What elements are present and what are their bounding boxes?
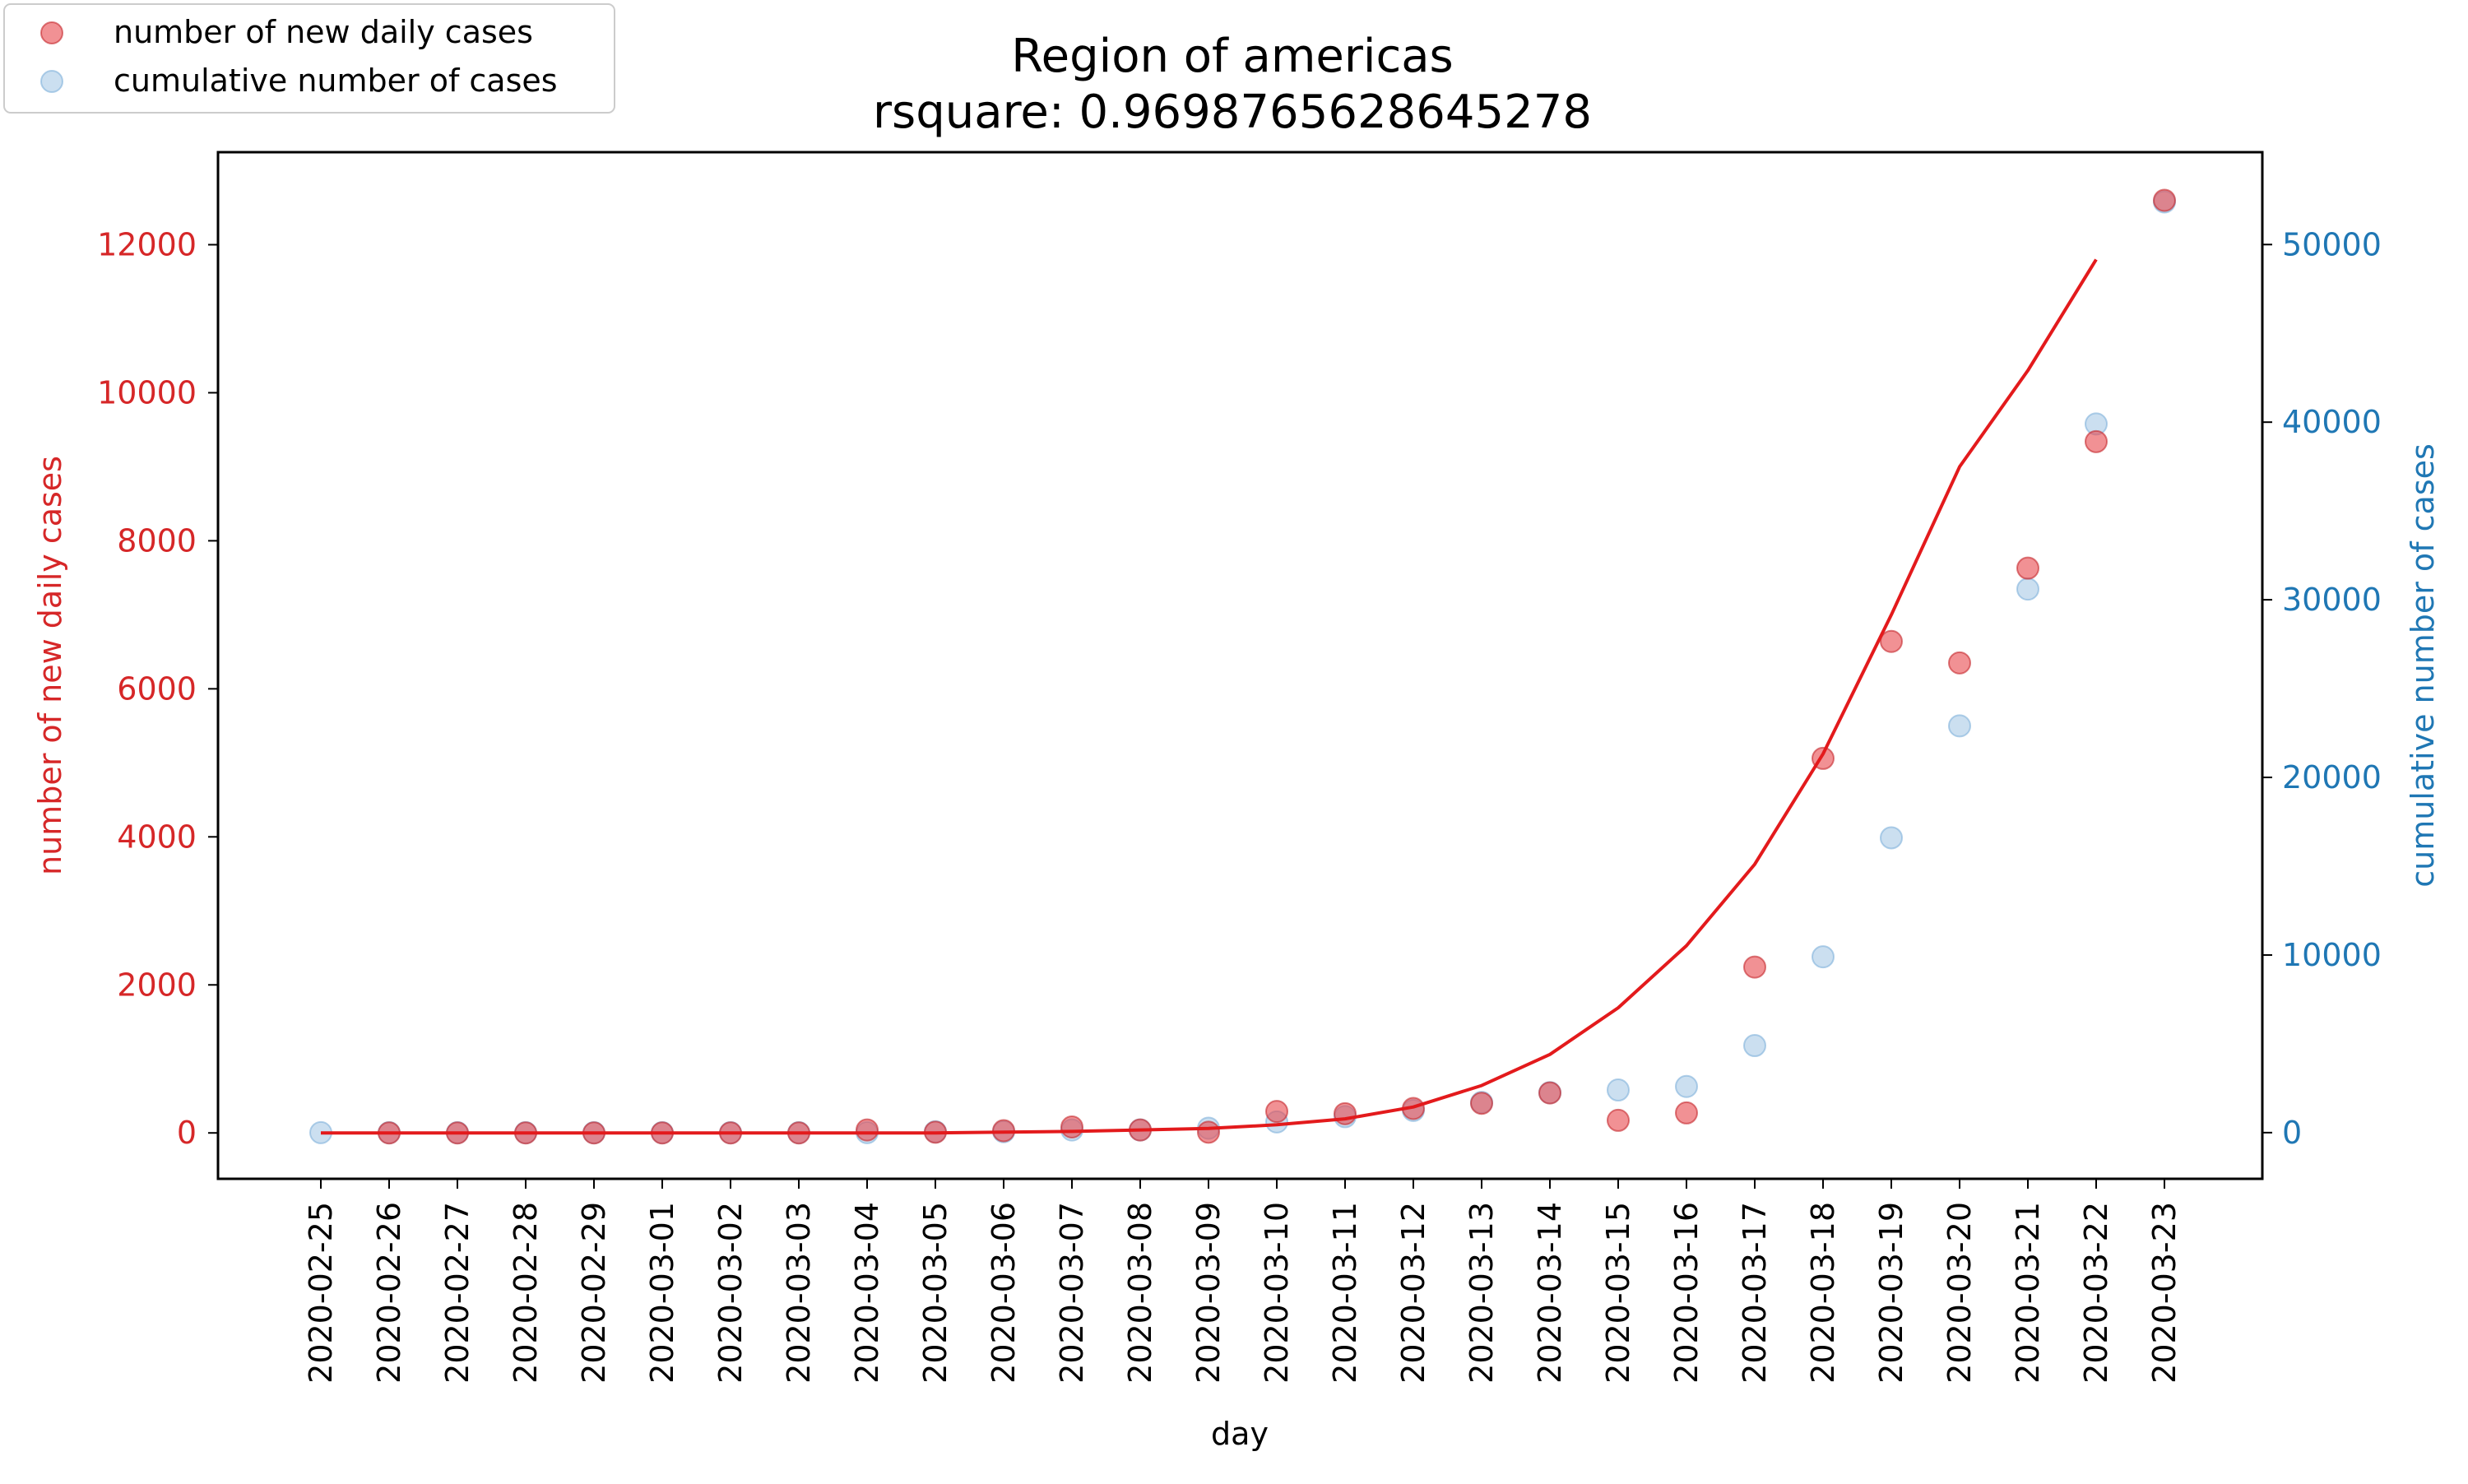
legend-frame xyxy=(3,3,615,114)
point-new-daily xyxy=(1265,1100,1288,1124)
point-cumulative xyxy=(1948,714,1971,738)
x-axis-label: day xyxy=(1211,1416,1269,1452)
x-tick-label: 2020-03-18 xyxy=(1805,1202,1841,1384)
point-new-daily xyxy=(1197,1120,1220,1144)
plot-area xyxy=(309,188,2176,1145)
x-tick-label: 2020-03-10 xyxy=(1259,1202,1295,1384)
x-tick-label: 2020-03-19 xyxy=(1873,1202,1909,1384)
x-tick-label: 2020-03-20 xyxy=(1941,1202,1978,1384)
point-new-daily xyxy=(1675,1101,1698,1125)
point-cumulative xyxy=(1743,1034,1766,1058)
legend-label-new-daily: number of new daily cases xyxy=(114,14,533,50)
point-cumulative xyxy=(1607,1078,1630,1102)
point-new-daily xyxy=(2153,188,2176,212)
point-new-daily xyxy=(2085,429,2108,453)
y-axis-label-right: cumulative number of cases xyxy=(2405,443,2441,888)
x-tick-label: 2020-03-17 xyxy=(1737,1202,1773,1384)
x-tick-label: 2020-03-16 xyxy=(1668,1202,1705,1384)
x-tick-label: 2020-02-25 xyxy=(303,1202,339,1384)
point-new-daily xyxy=(856,1118,879,1142)
y-right-tick-label: 40000 xyxy=(2282,404,2382,440)
fit-line xyxy=(321,258,2098,1135)
legend-marker-new-daily xyxy=(40,21,63,44)
point-cumulative xyxy=(1812,945,1835,969)
x-tick-label: 2020-03-07 xyxy=(1054,1202,1090,1384)
x-tick-label: 2020-03-04 xyxy=(849,1202,885,1384)
x-tick-label: 2020-03-14 xyxy=(1532,1202,1568,1384)
plot-frame xyxy=(216,151,2264,1180)
x-tick-label: 2020-02-26 xyxy=(371,1202,407,1384)
x-tick-label: 2020-03-05 xyxy=(917,1202,953,1384)
y-axis-left: 0 2000 4000 6000 8000 10000 12000 xyxy=(97,226,218,1151)
x-tick-label: 2020-02-28 xyxy=(508,1202,544,1384)
y-left-tick-label: 12000 xyxy=(97,226,197,262)
x-tick-label: 2020-03-08 xyxy=(1122,1202,1158,1384)
chart-subtitle: rsquare: 0.9698765628645278 xyxy=(873,86,1592,139)
y-axis-label-left: number of new daily cases xyxy=(32,456,68,875)
point-cumulative xyxy=(1880,826,1903,850)
y-right-tick-label: 30000 xyxy=(2282,582,2382,618)
x-axis: 2020-02-25 2020-02-26 2020-02-27 2020-02-28… xyxy=(303,1179,2183,1384)
point-new-daily xyxy=(1607,1108,1630,1132)
y-left-tick-label: 0 xyxy=(177,1115,197,1151)
x-tick-label: 2020-03-15 xyxy=(1600,1202,1636,1384)
y-left-tick-label: 6000 xyxy=(117,670,197,707)
legend: number of new daily cases cumulative num… xyxy=(3,3,615,114)
point-new-daily xyxy=(1060,1115,1083,1139)
y-left-tick-label: 2000 xyxy=(117,967,197,1003)
x-tick-label: 2020-02-27 xyxy=(439,1202,476,1384)
point-new-daily xyxy=(1470,1092,1493,1115)
point-new-daily xyxy=(2016,556,2039,580)
y-right-tick-label: 10000 xyxy=(2282,937,2382,973)
x-tick-label: 2020-03-09 xyxy=(1190,1202,1227,1384)
point-new-daily xyxy=(1743,955,1766,979)
x-tick-label: 2020-02-29 xyxy=(576,1202,612,1384)
point-cumulative xyxy=(1675,1074,1698,1098)
point-new-daily xyxy=(1334,1101,1357,1125)
x-tick-label: 2020-03-06 xyxy=(986,1202,1022,1384)
x-tick-label: 2020-03-13 xyxy=(1464,1202,1500,1384)
point-cumulative xyxy=(2016,577,2039,601)
x-tick-label: 2020-03-03 xyxy=(781,1202,817,1384)
x-tick-label: 2020-03-02 xyxy=(712,1202,749,1384)
chart-title: Region of americas xyxy=(1011,30,1453,83)
y-axis-right: 0 10000 20000 30000 40000 50000 xyxy=(2262,226,2382,1151)
x-tick-label: 2020-03-11 xyxy=(1327,1202,1363,1384)
legend-label-cumulative: cumulative number of cases xyxy=(114,63,558,99)
point-new-daily xyxy=(1538,1081,1561,1105)
y-right-tick-label: 20000 xyxy=(2282,759,2382,795)
point-new-daily xyxy=(1948,651,1971,675)
point-new-daily xyxy=(1880,629,1903,653)
y-left-tick-label: 8000 xyxy=(117,522,197,559)
x-tick-label: 2020-03-22 xyxy=(2078,1202,2114,1384)
x-tick-label: 2020-03-01 xyxy=(644,1202,680,1384)
x-tick-label: 2020-03-23 xyxy=(2146,1202,2183,1384)
legend-marker-cumulative xyxy=(40,70,63,93)
x-tick-label: 2020-03-21 xyxy=(2010,1202,2046,1384)
y-left-tick-label: 10000 xyxy=(97,374,197,410)
x-tick-label: 2020-03-12 xyxy=(1395,1202,1431,1384)
y-right-tick-label: 50000 xyxy=(2282,226,2382,262)
y-right-tick-label: 0 xyxy=(2282,1115,2302,1151)
y-left-tick-label: 4000 xyxy=(117,819,197,855)
